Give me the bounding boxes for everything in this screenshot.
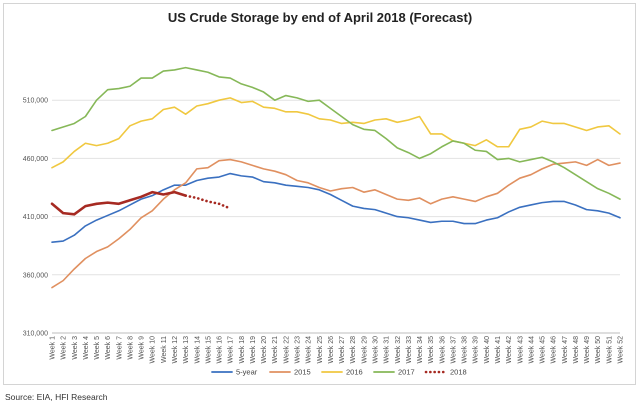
x-tick-label: Week 26	[328, 336, 335, 364]
x-tick-label: Week 28	[350, 336, 357, 364]
series-line-2018-forecast	[184, 194, 232, 210]
x-tick-label: Week 42	[506, 336, 513, 364]
y-tick-label: 310,000	[23, 331, 48, 338]
x-tick-label: Week 49	[584, 336, 591, 364]
y-tick-label: 410,000	[23, 214, 48, 221]
series-line-2016	[51, 97, 621, 169]
legend-label: 2016	[346, 368, 363, 377]
x-tick-label: Week 36	[439, 336, 446, 364]
gridlines	[52, 99, 620, 334]
x-tick-label: Week 3	[72, 336, 79, 360]
series-line-2018	[50, 190, 187, 216]
legend-label: 2017	[398, 368, 415, 377]
x-tick-label: Week 4	[83, 336, 90, 360]
x-tick-label: Week 12	[172, 336, 179, 364]
source-note: Source: EIA, HFI Research	[5, 392, 108, 402]
x-tick-label: Week 20	[261, 336, 268, 364]
x-tick-label: Week 39	[473, 336, 480, 364]
x-tick-label: Week 48	[573, 336, 580, 364]
x-tick-label: Week 19	[250, 336, 257, 364]
chart-title: US Crude Storage by end of April 2018 (F…	[167, 10, 473, 25]
axes: 310,000 360,000 410,000 460,000 510,000 Week …	[23, 98, 625, 364]
x-tick-label: Week 22	[283, 336, 290, 364]
x-tick-label: Week 2	[61, 336, 68, 360]
x-tick-label: Week 38	[462, 336, 469, 364]
x-tick-label: Week 17	[228, 336, 235, 364]
x-tick-label: Week 33	[406, 336, 413, 364]
x-tick-label: Week 37	[450, 336, 457, 364]
legend-label: 2015	[294, 368, 311, 377]
x-tick-label: Week 15	[205, 336, 212, 364]
x-tick-label: Week 52	[618, 336, 625, 364]
x-tick-label: Week 43	[517, 336, 524, 364]
x-tick-label: Week 25	[317, 336, 324, 364]
series-line-2017	[51, 66, 621, 200]
series-line-5-year	[51, 172, 621, 244]
series-lines	[50, 66, 621, 289]
x-tick-label: Week 30	[372, 336, 379, 364]
x-tick-label: Week 5	[94, 336, 101, 360]
x-tick-label: Week 45	[540, 336, 547, 364]
y-tick-label: 360,000	[23, 272, 48, 279]
x-tick-label: Week 10	[150, 336, 157, 364]
x-tick-label: Week 9	[139, 336, 146, 360]
legend-label: 2018	[450, 368, 467, 377]
x-tick-label: Week 40	[484, 336, 491, 364]
x-tick-label: Week 23	[295, 336, 302, 364]
x-tick-label: Week 14	[194, 336, 201, 364]
x-tick-label: Week 50	[595, 336, 602, 364]
x-tick-label: Week 7	[116, 336, 123, 360]
y-tick-label: 460,000	[23, 156, 48, 163]
x-tick-label: Week 46	[551, 336, 558, 364]
x-tick-label: Week 18	[239, 336, 246, 364]
x-tick-label: Week 35	[428, 336, 435, 364]
x-tick-label: Week 1	[50, 336, 57, 360]
x-tick-label: Week 16	[217, 336, 224, 364]
x-tick-label: Week 21	[272, 336, 279, 364]
y-tick-label: 510,000	[23, 98, 48, 105]
x-tick-label: Week 27	[339, 336, 346, 364]
chart-frame	[3, 3, 636, 385]
x-tick-label: Week 44	[528, 336, 535, 364]
legend: 5-year 2015 2016 2017 2018	[211, 368, 467, 377]
x-tick-label: Week 32	[395, 336, 402, 364]
x-tick-label: Week 13	[183, 336, 190, 364]
x-tick-label: Week 47	[562, 336, 569, 364]
legend-label: 5-year	[236, 368, 258, 377]
x-tick-label: Week 29	[361, 336, 368, 364]
x-tick-label: Week 31	[384, 336, 391, 364]
x-tick-label: Week 41	[495, 336, 502, 364]
x-tick-label: Week 51	[606, 336, 613, 364]
x-tick-label: Week 11	[161, 336, 168, 363]
x-tick-label: Week 6	[105, 336, 112, 360]
x-tick-label: Week 34	[417, 336, 424, 364]
series-line-2015	[51, 158, 621, 289]
x-tick-label: Week 8	[127, 336, 134, 360]
x-tick-label: Week 24	[306, 336, 313, 364]
